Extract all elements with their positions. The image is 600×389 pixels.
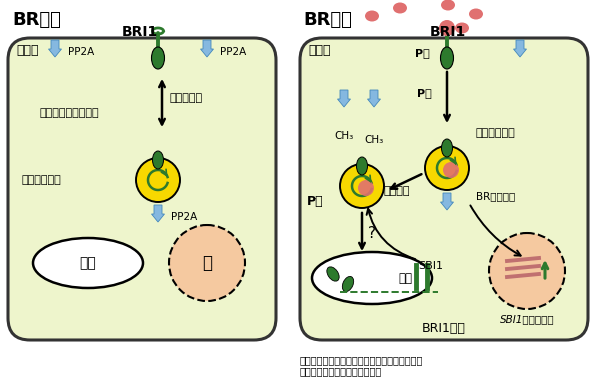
Ellipse shape [343, 277, 353, 291]
Text: BRシグナル: BRシグナル [476, 191, 515, 201]
Ellipse shape [356, 157, 367, 175]
Circle shape [439, 20, 455, 36]
Text: PP2A: PP2A [220, 47, 246, 57]
Text: SBI1: SBI1 [418, 261, 443, 271]
Text: リサイクル: リサイクル [170, 93, 203, 103]
Text: PP2A: PP2A [171, 212, 197, 222]
Text: エンドソーム: エンドソーム [22, 175, 62, 185]
Circle shape [340, 164, 384, 208]
Text: （注）下に示すいくつかの情報伝達因子は図の
簡略化のために割愛しました。: （注）下に示すいくつかの情報伝達因子は図の 簡略化のために割愛しました。 [300, 355, 424, 377]
Text: 液胞: 液胞 [398, 272, 412, 284]
Ellipse shape [469, 9, 483, 19]
Text: エンドサイトーシス: エンドサイトーシス [40, 108, 100, 118]
Text: P－: P－ [307, 194, 323, 207]
Text: P－: P－ [417, 88, 432, 98]
Circle shape [489, 233, 565, 309]
Text: SBI1遺伝子発現: SBI1遺伝子発現 [500, 314, 554, 324]
Circle shape [136, 158, 180, 202]
FancyArrow shape [337, 90, 350, 107]
Text: メチル化: メチル化 [384, 186, 410, 196]
Ellipse shape [393, 2, 407, 14]
Text: BRなし: BRなし [12, 11, 61, 29]
Ellipse shape [441, 0, 455, 11]
Text: CH₃: CH₃ [334, 131, 353, 141]
Text: BRI1分解: BRI1分解 [422, 321, 466, 335]
Text: 液胞: 液胞 [80, 256, 97, 270]
Ellipse shape [327, 267, 339, 281]
Ellipse shape [440, 47, 454, 69]
Circle shape [358, 180, 374, 196]
Text: エンドソーム: エンドソーム [475, 128, 515, 138]
FancyBboxPatch shape [300, 38, 588, 340]
FancyArrow shape [200, 40, 214, 57]
Ellipse shape [365, 11, 379, 21]
Text: 細胞膜: 細胞膜 [16, 44, 38, 56]
Text: CH₃: CH₃ [364, 135, 383, 145]
FancyArrow shape [367, 90, 380, 107]
Ellipse shape [442, 139, 452, 157]
Text: PP2A: PP2A [68, 47, 94, 57]
Text: BRI1: BRI1 [430, 25, 466, 39]
Circle shape [169, 225, 245, 301]
FancyArrow shape [49, 40, 62, 57]
Text: BRあり: BRあり [303, 11, 352, 29]
Ellipse shape [312, 252, 432, 304]
Text: 細胞膜: 細胞膜 [308, 44, 331, 56]
Ellipse shape [152, 151, 163, 169]
Ellipse shape [151, 47, 164, 69]
Ellipse shape [33, 238, 143, 288]
FancyArrow shape [514, 40, 527, 57]
Text: ?: ? [368, 226, 376, 240]
FancyArrow shape [440, 193, 454, 210]
Text: BRI1: BRI1 [122, 25, 158, 39]
Circle shape [443, 162, 459, 178]
FancyArrow shape [151, 205, 164, 222]
FancyBboxPatch shape [8, 38, 276, 340]
Ellipse shape [455, 23, 469, 33]
Text: 核: 核 [202, 254, 212, 272]
Text: P－: P－ [415, 48, 430, 58]
Circle shape [425, 146, 469, 190]
